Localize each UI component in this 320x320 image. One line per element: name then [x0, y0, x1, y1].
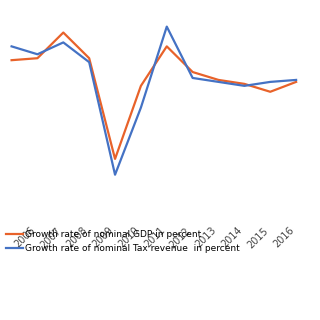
Legend: Growth rate of nominal GDP in percent, Growth rate of nominal Tax revenue  in pe: Growth rate of nominal GDP in percent, G… — [6, 230, 240, 253]
